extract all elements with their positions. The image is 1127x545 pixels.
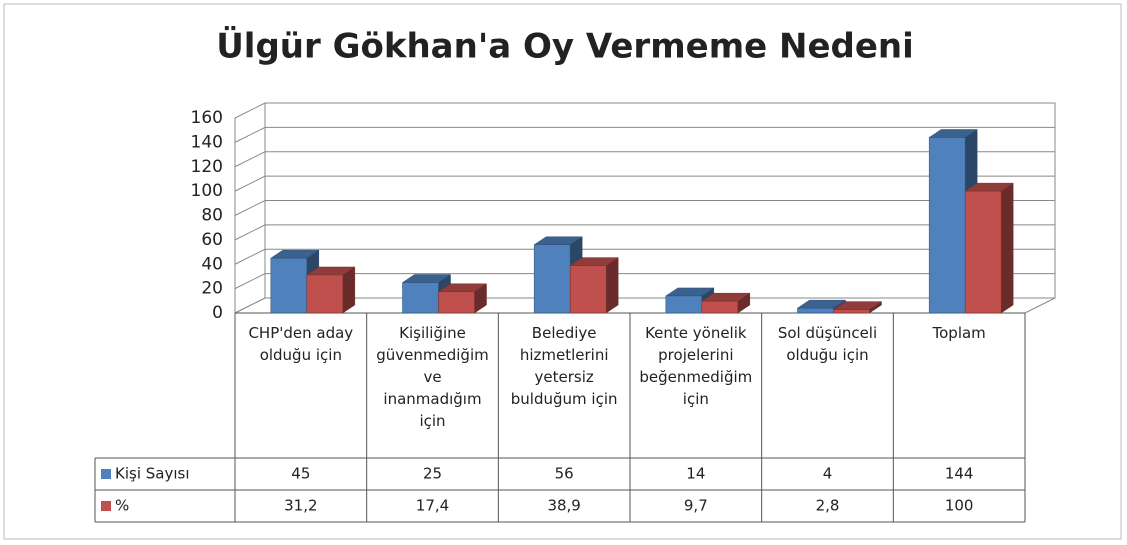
x-tick-label: CHP'den aday olduğu için [248,324,354,364]
legend-label: % [115,497,129,515]
grid-line [234,224,1055,241]
y-tick-label: 80 [201,206,223,226]
grid-line [234,151,1055,168]
bar-front [569,265,607,314]
table-value: 144 [945,465,974,483]
bar-front [438,291,475,314]
bar [437,283,488,314]
bar-front [833,309,870,314]
legend-label: Kişi Sayısı [115,465,190,483]
table-value: 100 [945,497,974,515]
grid-line [234,248,1055,265]
y-tick-label: 0 [212,303,223,323]
y-tick-label: 20 [201,279,223,299]
y-tick-label: 40 [201,254,223,274]
grid-line [234,175,1055,192]
x-tick-label: Sol düşünceli olduğu için [777,324,878,364]
chart-border [3,3,1122,540]
bar-front [402,282,439,314]
table-value: 31,2 [284,497,317,515]
bar-front [928,137,966,314]
x-tick-label: Belediye hizmetlerini yetersiz bulduğum … [510,324,618,408]
grid-line [234,297,1055,314]
bar-side [1000,182,1014,314]
table-value: 38,9 [547,497,580,515]
grid-line [234,102,1055,119]
bar-front [797,307,834,314]
x-tick-label: Toplam [932,324,986,342]
grid-line [234,200,1055,216]
legend-key [101,469,111,479]
y-tick-label: 100 [191,181,223,201]
bar-side [605,257,619,314]
bar-front [665,295,703,314]
bar-front [306,274,344,314]
grid-line [234,126,1055,143]
table-value: 9,7 [684,497,708,515]
y-tick-label: 160 [191,108,223,128]
table-value: 17,4 [416,497,449,515]
table-value: 14 [686,465,705,483]
x-tick-label: Kente yönelik projelerini beğenmediğim i… [639,324,753,408]
bar-front [270,257,308,314]
chart-title: Ülgür Gökhan'a Oy Vermeme Nedeni [216,26,914,67]
bar-front [533,244,571,314]
bar-front [964,190,1002,314]
bar [569,257,619,314]
y-tick-label: 140 [191,132,223,152]
bar [832,301,883,314]
bar [701,292,751,314]
table-value: 45 [291,465,310,483]
y-tick-label: 120 [191,157,223,177]
legend-key [101,501,111,511]
grid-line [234,273,1055,290]
table-value: 2,8 [816,497,840,515]
table-value: 56 [555,465,574,483]
bar [964,182,1014,314]
table-value: 25 [423,465,442,483]
bar [306,266,356,314]
y-tick-label: 60 [201,230,223,250]
bar-front [701,300,739,314]
table-value: 4 [823,465,833,483]
x-tick-label: Kişiliğine güvenmediğim ve inanmadığım i… [376,324,489,430]
